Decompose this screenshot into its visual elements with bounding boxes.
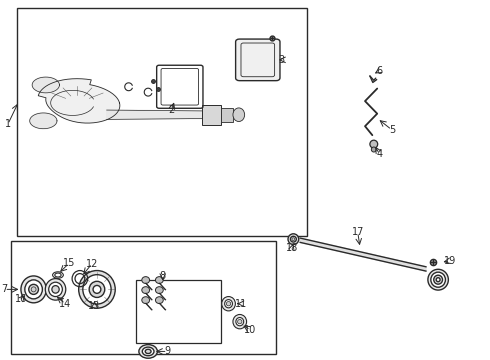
Ellipse shape — [31, 287, 36, 292]
Text: 6: 6 — [377, 66, 383, 76]
Ellipse shape — [238, 319, 242, 324]
Polygon shape — [30, 113, 57, 129]
Ellipse shape — [142, 287, 149, 293]
Text: 8: 8 — [160, 271, 166, 281]
Ellipse shape — [142, 297, 149, 303]
Ellipse shape — [25, 280, 42, 299]
Text: 3: 3 — [278, 55, 284, 65]
Ellipse shape — [224, 300, 232, 308]
Ellipse shape — [291, 236, 296, 242]
Text: 9: 9 — [165, 346, 171, 356]
Ellipse shape — [49, 282, 62, 297]
Ellipse shape — [142, 276, 149, 283]
Polygon shape — [300, 238, 426, 271]
Bar — [202, 105, 221, 125]
Ellipse shape — [93, 285, 101, 293]
Ellipse shape — [52, 285, 59, 293]
Ellipse shape — [142, 347, 154, 356]
Ellipse shape — [288, 234, 299, 244]
Bar — [17, 8, 307, 235]
Ellipse shape — [29, 284, 39, 294]
Ellipse shape — [145, 349, 151, 354]
Ellipse shape — [21, 276, 46, 303]
Text: 10: 10 — [245, 325, 257, 335]
Ellipse shape — [45, 279, 66, 300]
Text: 2: 2 — [169, 105, 174, 115]
Text: 1: 1 — [5, 120, 11, 129]
Ellipse shape — [292, 238, 295, 240]
Ellipse shape — [233, 315, 246, 329]
Text: 4: 4 — [377, 149, 383, 159]
Text: 15: 15 — [63, 258, 75, 268]
Ellipse shape — [233, 108, 245, 122]
Ellipse shape — [371, 147, 376, 152]
Ellipse shape — [155, 276, 163, 283]
Ellipse shape — [370, 140, 378, 148]
Ellipse shape — [79, 271, 115, 308]
Ellipse shape — [222, 297, 235, 311]
Ellipse shape — [431, 272, 445, 287]
Text: 11: 11 — [235, 299, 247, 309]
Ellipse shape — [89, 281, 105, 297]
FancyBboxPatch shape — [236, 39, 280, 81]
Text: 5: 5 — [389, 125, 395, 135]
Ellipse shape — [155, 287, 163, 293]
Text: 13: 13 — [88, 301, 100, 311]
Polygon shape — [38, 79, 120, 123]
Text: 7: 7 — [1, 284, 7, 294]
Text: 19: 19 — [444, 256, 457, 266]
Text: 17: 17 — [351, 227, 364, 237]
Ellipse shape — [139, 345, 157, 358]
Bar — [221, 108, 233, 122]
Text: 16: 16 — [15, 294, 27, 304]
Text: 12: 12 — [86, 258, 98, 269]
Ellipse shape — [434, 275, 442, 284]
Ellipse shape — [436, 278, 440, 282]
Polygon shape — [32, 77, 59, 93]
Bar — [136, 280, 221, 343]
Bar — [11, 241, 276, 354]
Polygon shape — [107, 110, 212, 120]
Ellipse shape — [236, 318, 244, 326]
Ellipse shape — [83, 275, 111, 304]
Ellipse shape — [428, 269, 448, 290]
Text: 18: 18 — [286, 243, 298, 253]
Text: 14: 14 — [59, 299, 72, 309]
Ellipse shape — [155, 297, 163, 303]
Ellipse shape — [226, 302, 231, 306]
